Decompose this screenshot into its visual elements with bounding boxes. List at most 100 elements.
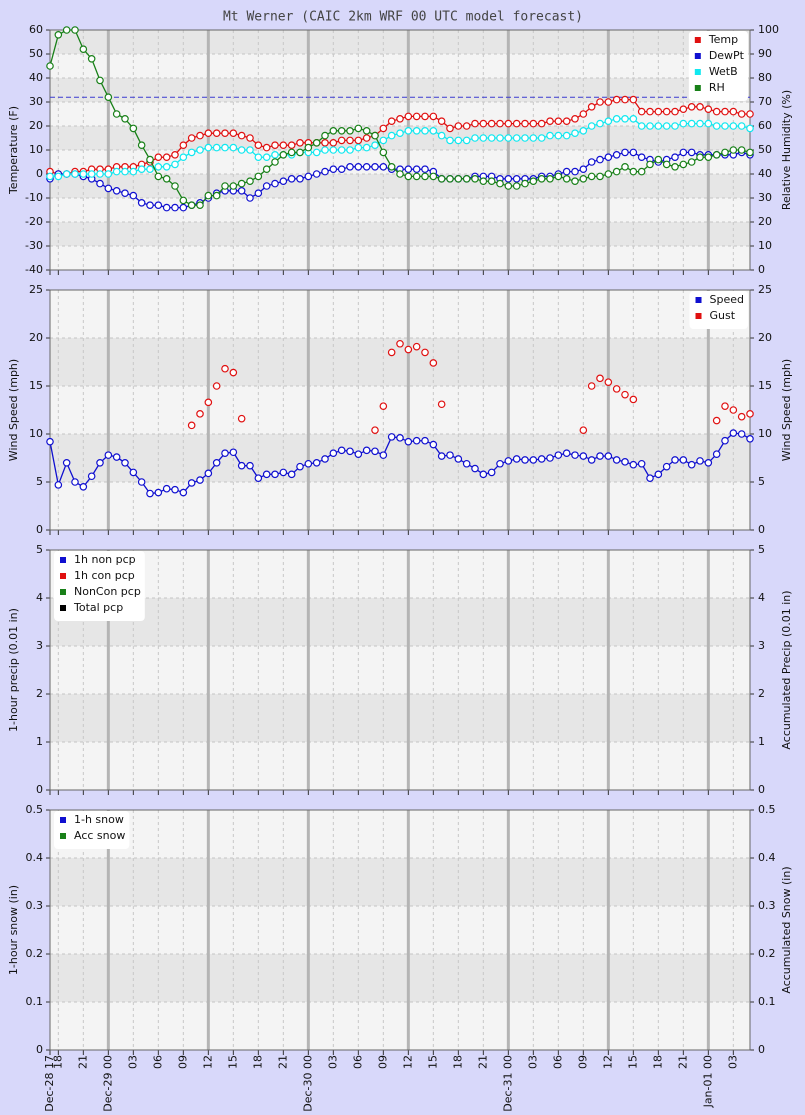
y-tick-label: 30 <box>29 95 43 108</box>
point <box>179 153 188 162</box>
point <box>554 451 563 459</box>
legend: Speed Gust <box>689 291 748 329</box>
point <box>571 167 579 176</box>
point <box>387 117 396 126</box>
point <box>321 131 329 140</box>
point <box>187 134 196 142</box>
point <box>96 458 104 467</box>
point <box>504 175 513 183</box>
x-tick-label: 18 <box>651 1055 664 1069</box>
point <box>587 103 596 111</box>
point <box>696 457 704 465</box>
point <box>96 76 104 85</box>
point <box>229 143 238 152</box>
x-tick-label: 12 <box>601 1055 614 1069</box>
point <box>612 151 621 159</box>
point <box>721 148 729 157</box>
point <box>46 172 54 181</box>
point <box>387 163 396 171</box>
point <box>554 117 563 126</box>
point <box>329 139 338 147</box>
y2-tick-label: 0.5 <box>758 803 776 816</box>
point <box>404 437 413 446</box>
point <box>229 129 238 138</box>
point <box>687 460 696 469</box>
point <box>321 139 329 147</box>
point <box>187 421 196 430</box>
point <box>621 115 629 123</box>
x-tick-label: Jan-01 00 <box>701 1055 714 1108</box>
point <box>546 175 554 183</box>
point <box>146 165 154 174</box>
point <box>412 172 421 181</box>
point <box>271 141 279 150</box>
point <box>479 177 488 186</box>
y2-tick-label: 0.3 <box>758 899 776 912</box>
point <box>312 139 321 147</box>
point <box>721 402 729 410</box>
point <box>712 151 721 159</box>
legend-label: Temp <box>708 33 738 46</box>
point <box>279 468 288 477</box>
legend-label: DewPt <box>709 49 745 62</box>
point <box>421 112 429 121</box>
point <box>162 484 171 493</box>
point <box>671 122 679 130</box>
point <box>362 446 371 455</box>
point <box>437 175 446 183</box>
point <box>721 436 729 445</box>
y-axis-label: Temperature (F) <box>7 106 20 195</box>
y2-tick-label: 0 <box>758 263 765 276</box>
y2-tick-label: 0.1 <box>758 995 776 1008</box>
point <box>71 478 79 486</box>
point <box>87 472 96 481</box>
y2-tick-label: 15 <box>758 379 772 392</box>
point <box>504 119 513 128</box>
point <box>662 122 671 130</box>
point <box>404 172 413 181</box>
point <box>696 103 704 111</box>
point <box>704 458 713 467</box>
legend-swatch <box>694 53 701 59</box>
y-tick-label: 20 <box>29 119 43 132</box>
point <box>462 122 471 130</box>
point <box>112 167 121 176</box>
point <box>262 143 271 152</box>
point <box>154 163 163 171</box>
point <box>737 110 746 118</box>
point <box>629 460 638 469</box>
point <box>637 153 646 162</box>
point <box>71 26 79 34</box>
point <box>121 189 129 198</box>
point <box>212 191 221 200</box>
point <box>579 165 588 174</box>
point <box>237 131 246 140</box>
point <box>662 462 671 471</box>
point <box>421 172 429 181</box>
point <box>196 201 204 210</box>
point <box>196 410 204 418</box>
point <box>746 124 754 133</box>
point <box>171 485 179 494</box>
point <box>262 165 271 174</box>
point <box>246 146 254 154</box>
point <box>204 398 213 407</box>
y-tick-label: 40 <box>29 71 43 84</box>
point <box>479 134 488 142</box>
point <box>479 119 488 128</box>
point <box>437 452 446 460</box>
point <box>154 172 163 181</box>
point <box>354 450 363 458</box>
point <box>737 122 746 130</box>
point <box>321 167 329 176</box>
point <box>746 410 754 418</box>
point <box>746 148 754 157</box>
x-tick-label: 21 <box>76 1055 89 1069</box>
x-tick-label: Dec-28 17 <box>43 1055 56 1112</box>
x-tick-label: 18 <box>451 1055 464 1069</box>
y2-tick-label: 10 <box>758 239 772 252</box>
legend-swatch <box>695 297 702 303</box>
x-tick-label: 18 <box>51 1055 64 1069</box>
point <box>129 124 138 133</box>
point <box>237 414 246 423</box>
